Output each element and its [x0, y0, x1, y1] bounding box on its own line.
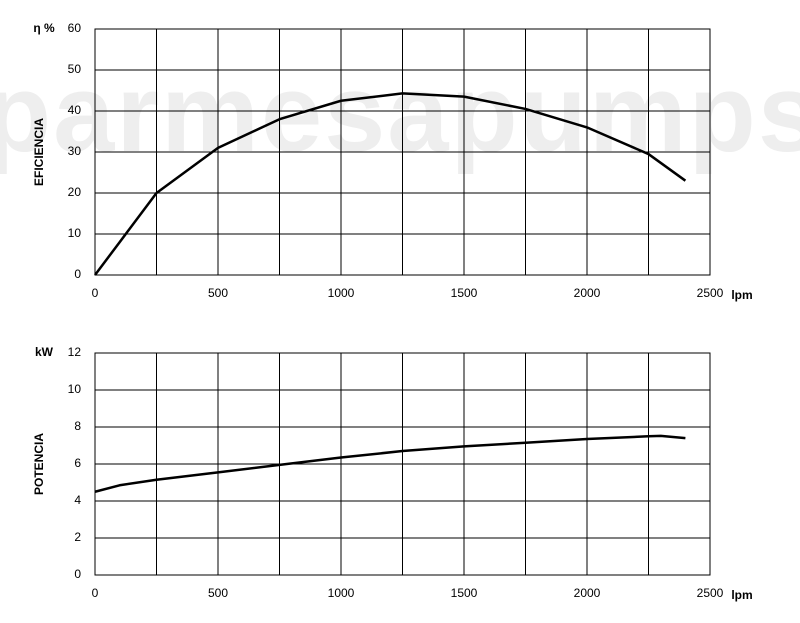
x-tick-label: 2000: [574, 286, 601, 300]
y-unit: kW: [35, 345, 54, 359]
y-tick-label: 50: [68, 62, 82, 76]
x-tick-label: 2000: [574, 586, 601, 600]
y-tick-label: 12: [68, 345, 82, 359]
x-tick-label: 1500: [451, 586, 478, 600]
x-tick-label: 500: [208, 586, 228, 600]
plot-frame: [94, 352, 711, 576]
x-tick-label: 2500: [697, 286, 724, 300]
y-tick-label: 8: [74, 419, 81, 433]
y-axis-title: EFICIENCIA: [32, 118, 46, 186]
x-unit: lpm: [731, 288, 752, 302]
y-tick-label: 0: [74, 267, 81, 281]
y-tick-label: 0: [74, 567, 81, 581]
y-tick-label: 4: [74, 493, 81, 507]
y-tick-label: 10: [68, 226, 82, 240]
y-tick-label: 6: [74, 456, 81, 470]
curve: [94, 434, 686, 493]
x-tick-label: 2500: [697, 586, 724, 600]
x-tick-label: 1000: [328, 586, 355, 600]
y-tick-label: 30: [68, 144, 82, 158]
y-axis-title: POTENCIA: [32, 433, 46, 495]
y-tick-label: 2: [74, 530, 81, 544]
x-tick-label: 0: [92, 286, 99, 300]
y-unit: η %: [33, 21, 55, 35]
y-tick-label: 60: [68, 21, 82, 35]
y-tick-label: 10: [68, 382, 82, 396]
x-tick-label: 500: [208, 286, 228, 300]
watermark: parmesapumps: [0, 52, 800, 175]
y-tick-label: 40: [68, 103, 82, 117]
x-tick-label: 1500: [451, 286, 478, 300]
y-tick-label: 20: [68, 185, 82, 199]
x-tick-label: 0: [92, 586, 99, 600]
plot-frame: [94, 28, 711, 276]
x-tick-label: 1000: [328, 286, 355, 300]
x-unit: lpm: [731, 588, 752, 602]
curve: [94, 92, 687, 276]
